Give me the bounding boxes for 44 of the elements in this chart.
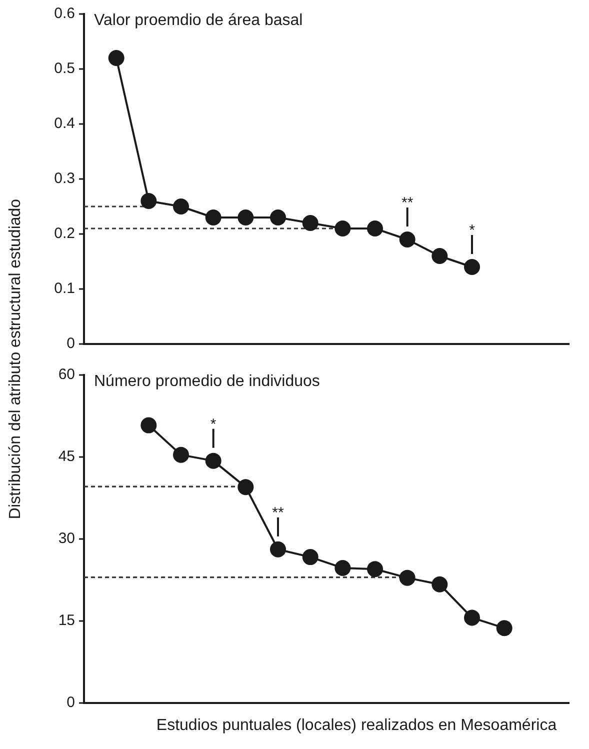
point xyxy=(205,452,222,469)
point xyxy=(399,570,416,586)
y-tick-label: 0.3 xyxy=(54,170,75,188)
annotation: ** xyxy=(401,194,414,212)
point xyxy=(270,210,286,226)
point xyxy=(464,259,480,275)
point xyxy=(302,549,318,566)
chart-title: Valor proemdio de área basal xyxy=(94,12,303,30)
point xyxy=(238,210,254,226)
point xyxy=(399,232,416,248)
point xyxy=(334,560,351,576)
point xyxy=(205,210,222,226)
y-tick-label: 15 xyxy=(58,612,75,630)
point xyxy=(464,610,480,626)
point xyxy=(140,417,157,434)
y-tick-label: 45 xyxy=(58,448,75,466)
point xyxy=(108,50,124,66)
y-tick-label: 0.2 xyxy=(54,225,75,242)
point xyxy=(496,620,512,636)
point xyxy=(334,220,351,236)
point xyxy=(140,193,157,209)
point xyxy=(367,220,383,236)
y-tick-label: 0.5 xyxy=(54,60,75,78)
point xyxy=(302,215,318,231)
y-tick-label: 0 xyxy=(66,335,75,352)
annotation: * xyxy=(469,222,476,239)
point xyxy=(432,576,448,592)
x-axis-title: Estudios puntuales (locales) realizados en Mesoamérica xyxy=(156,717,557,735)
annotation: ** xyxy=(272,504,284,522)
point xyxy=(238,479,254,496)
y-tick-label: 0.4 xyxy=(54,115,75,132)
chart-title: Número promedio de individuos xyxy=(94,373,320,391)
annotation: * xyxy=(210,416,216,433)
point xyxy=(270,541,286,558)
y-tick-label: 30 xyxy=(58,530,75,548)
point xyxy=(432,248,448,264)
point xyxy=(367,561,383,578)
y-tick-label: 0.6 xyxy=(54,5,75,22)
y-axis-title: Distribución del atributo estructural estudiado xyxy=(7,198,25,519)
point xyxy=(173,446,189,463)
y-tick-label: 0.1 xyxy=(54,280,75,298)
y-tick-label: 0 xyxy=(66,694,75,712)
point xyxy=(173,198,189,214)
y-tick-label: 60 xyxy=(58,366,75,384)
